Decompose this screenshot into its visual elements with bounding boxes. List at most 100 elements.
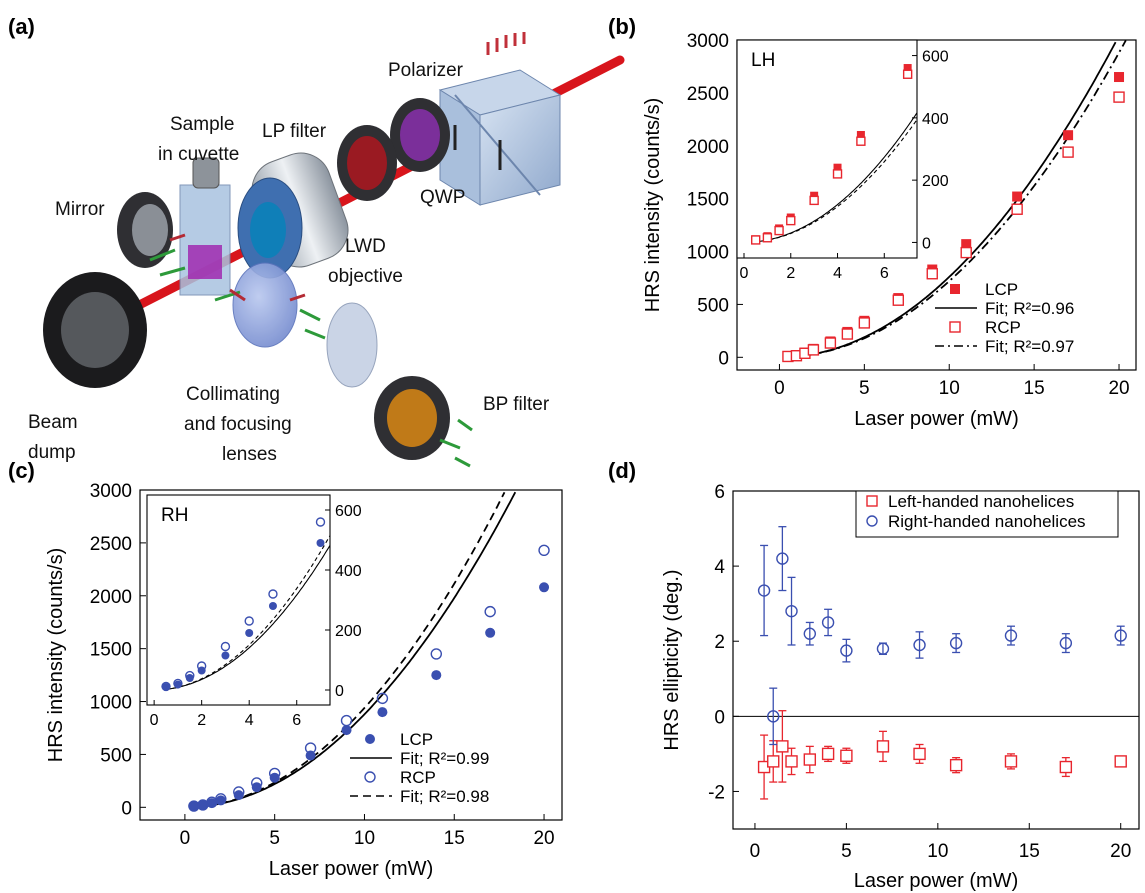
x-tick-label: 0 (774, 378, 785, 399)
y-tick-label: 6 (714, 482, 725, 503)
inset-data-point (856, 136, 866, 146)
y-tick-label: 0 (714, 707, 725, 728)
data-point (949, 758, 963, 772)
y-tick-label: 2500 (90, 534, 132, 555)
data-point-rcp (892, 294, 904, 306)
inset-x-tick-label: 0 (150, 712, 159, 729)
legend-marker (365, 734, 375, 744)
inset-x-tick-label: 0 (740, 265, 749, 282)
data-point-rcp (841, 328, 854, 340)
x-tick-label: 10 (939, 378, 960, 399)
label-mirror: Mirror (55, 199, 105, 220)
y-tick-label: 1000 (687, 243, 729, 264)
data-point (1114, 629, 1127, 642)
data-point-rcp (484, 605, 496, 618)
data-point (913, 747, 926, 761)
inset-y-tick-label: 0 (335, 683, 344, 700)
y-tick-label: 2 (714, 632, 725, 653)
x-tick-label: 20 (1110, 841, 1131, 862)
collimating-lens (232, 262, 298, 348)
data-point-rcp (233, 786, 245, 798)
legend-label: Fit; R²=0.98 (400, 787, 489, 806)
bp-filter-glass (387, 389, 437, 447)
inset-data-point (245, 629, 254, 637)
x-axis-label: Laser power (mW) (854, 870, 1018, 892)
inset-data-point (162, 683, 171, 691)
data-point (949, 636, 963, 650)
inset-frame (736, 39, 918, 259)
inset-chart: 0 2 4 6 0 200 400 600 LH (736, 39, 949, 282)
data-point (785, 755, 798, 768)
panel-letter-d: (d) (608, 458, 636, 483)
data-point (1114, 755, 1127, 768)
data-point (767, 710, 780, 723)
y-tick-label: 2000 (687, 137, 729, 158)
y-tick-label: 0 (718, 348, 729, 369)
data-point-rcp (268, 767, 281, 780)
legend-label: RCP (985, 318, 1021, 337)
x-tick-label: 10 (927, 841, 948, 862)
inset-data-point (268, 602, 277, 610)
data-point-rcp (1011, 203, 1023, 215)
label-lp-filter: LP filter (262, 121, 327, 142)
data-point-rcp (824, 337, 837, 349)
inset-data-point (221, 651, 230, 660)
inset-data-point (173, 678, 183, 689)
legend-label: Fit; R²=0.99 (400, 749, 489, 768)
data-point-lcp (431, 670, 442, 681)
beam-dump (43, 272, 147, 388)
component-labels: Polarizer Sample in cuvette LP filter Mi… (28, 60, 550, 465)
inset-fit-line (165, 535, 331, 690)
inset-data-point (220, 641, 231, 652)
label-objective: objective (328, 266, 403, 287)
data-point (757, 584, 771, 597)
panel-letter-c: (c) (8, 458, 35, 483)
inset-fit-line (755, 119, 918, 243)
data-point-rcp (1113, 91, 1125, 103)
data-point (1004, 755, 1018, 768)
x-tick-label: 15 (444, 828, 465, 849)
label-polarizer: Polarizer (388, 60, 464, 81)
data-point-lcp (961, 239, 972, 250)
data-point (821, 747, 835, 761)
panel-letter-a: (a) (8, 14, 35, 39)
inset-fit-line (755, 112, 918, 243)
legend-label: Fit; R²=0.96 (985, 299, 1074, 318)
legend-label: RCP (400, 768, 436, 787)
lp-filter-glass (347, 136, 387, 190)
inset-data-point (185, 674, 194, 682)
inset-data-point (244, 616, 254, 626)
data-point-rcp (376, 692, 389, 705)
data-point (913, 638, 926, 652)
scattered-light-arrows (149, 248, 473, 468)
y-tick-label: 1000 (90, 693, 132, 714)
data-point-rcp (1062, 146, 1074, 158)
legend-box (855, 490, 1119, 538)
inset-data-point (315, 517, 326, 527)
setup-diagram: (a) (8, 14, 625, 468)
inset-x-tick-label: 2 (786, 265, 795, 282)
data-point-rcp (430, 648, 442, 660)
inset-chart: 0 2 4 6 0 200 400 600 RH (146, 494, 362, 729)
legend-label: Left-handed nanohelices (888, 492, 1074, 511)
y-tick-label: 500 (100, 745, 132, 766)
inset-x-tick-label: 2 (197, 712, 206, 729)
panel-letter-b: (b) (608, 14, 636, 39)
data-point-lcp (251, 782, 262, 793)
x-tick-label: 10 (354, 828, 375, 849)
legend-marker (364, 771, 376, 783)
legend-label: LCP (400, 730, 433, 749)
data-point-rcp (807, 344, 820, 356)
y-tick-label: 1500 (687, 190, 729, 211)
data-point (776, 552, 789, 565)
data-point-rcp (304, 742, 317, 754)
inset-label: LH (751, 50, 775, 71)
y-tick-label: 3000 (687, 31, 729, 52)
label-dump: dump (28, 442, 76, 463)
legend-label: Fit; R²=0.97 (985, 337, 1074, 356)
x-tick-label: 15 (1024, 378, 1045, 399)
x-tick-label: 20 (1108, 378, 1129, 399)
inset-frame (146, 494, 331, 706)
inset-x-tick-label: 4 (833, 265, 842, 282)
